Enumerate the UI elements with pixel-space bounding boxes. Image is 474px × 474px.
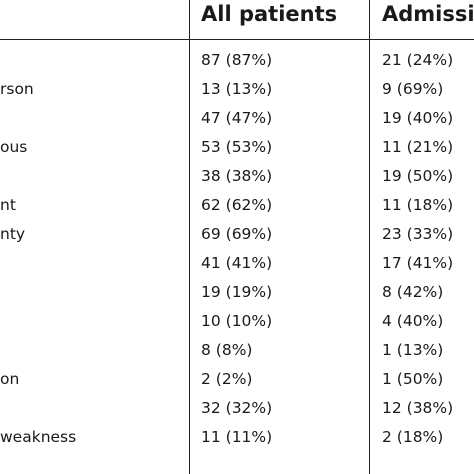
admission-value: 1 (50%)	[382, 370, 444, 388]
table-row: ous 53 (53%) 11 (21%)	[0, 134, 474, 163]
admission-value: 8 (42%)	[382, 283, 444, 301]
row-label: nty	[0, 225, 26, 243]
all-patients-value: 47 (47%)	[201, 109, 273, 127]
all-patients-value: 10 (10%)	[201, 312, 273, 330]
row-label: nt	[0, 196, 16, 214]
table-row: weakness 11 (11%) 2 (18%)	[0, 424, 474, 453]
row-label: ous	[0, 138, 28, 156]
table-row: 38 (38%) 19 (50%)	[0, 163, 474, 192]
table-row: nty 69 (69%) 23 (33%)	[0, 221, 474, 250]
admission-value: 11 (18%)	[382, 196, 454, 214]
table-row: on 2 (2%) 1 (50%)	[0, 366, 474, 395]
table-row: rson 13 (13%) 9 (69%)	[0, 76, 474, 105]
row-label: weakness	[0, 428, 77, 446]
admission-value: 19 (50%)	[382, 167, 454, 185]
admission-value: 9 (69%)	[382, 80, 444, 98]
admission-value: 17 (41%)	[382, 254, 454, 272]
all-patients-value: 41 (41%)	[201, 254, 273, 272]
all-patients-value: 11 (11%)	[201, 428, 273, 446]
table-row: 41 (41%) 17 (41%)	[0, 250, 474, 279]
all-patients-value: 69 (69%)	[201, 225, 273, 243]
table-row: 10 (10%) 4 (40%)	[0, 308, 474, 337]
table-row: nt 62 (62%) 11 (18%)	[0, 192, 474, 221]
all-patients-value: 32 (32%)	[201, 399, 273, 417]
all-patients-value: 19 (19%)	[201, 283, 273, 301]
header-all-patients: All patients	[201, 2, 338, 26]
all-patients-value: 8 (8%)	[201, 341, 253, 359]
admission-value: 4 (40%)	[382, 312, 444, 330]
row-label: on	[0, 370, 20, 388]
admission-value: 2 (18%)	[382, 428, 444, 446]
admission-value: 21 (24%)	[382, 51, 454, 69]
all-patients-value: 38 (38%)	[201, 167, 273, 185]
row-label: rson	[0, 80, 34, 98]
admission-value: 1 (13%)	[382, 341, 444, 359]
all-patients-value: 53 (53%)	[201, 138, 273, 156]
all-patients-value: 87 (87%)	[201, 51, 273, 69]
admission-value: 11 (21%)	[382, 138, 454, 156]
all-patients-value: 13 (13%)	[201, 80, 273, 98]
table-row: 19 (19%) 8 (42%)	[0, 279, 474, 308]
table-row: 87 (87%) 21 (24%)	[0, 47, 474, 76]
column-divider-2	[369, 0, 370, 474]
column-divider-1	[189, 0, 190, 474]
table-row: 8 (8%) 1 (13%)	[0, 337, 474, 366]
admission-value: 23 (33%)	[382, 225, 454, 243]
table-row: 47 (47%) 19 (40%)	[0, 105, 474, 134]
header-divider	[0, 39, 474, 40]
all-patients-value: 62 (62%)	[201, 196, 273, 214]
all-patients-value: 2 (2%)	[201, 370, 253, 388]
admission-value: 19 (40%)	[382, 109, 454, 127]
table-row: 32 (32%) 12 (38%)	[0, 395, 474, 424]
admission-value: 12 (38%)	[382, 399, 454, 417]
header-admission: Admissio	[382, 2, 474, 26]
